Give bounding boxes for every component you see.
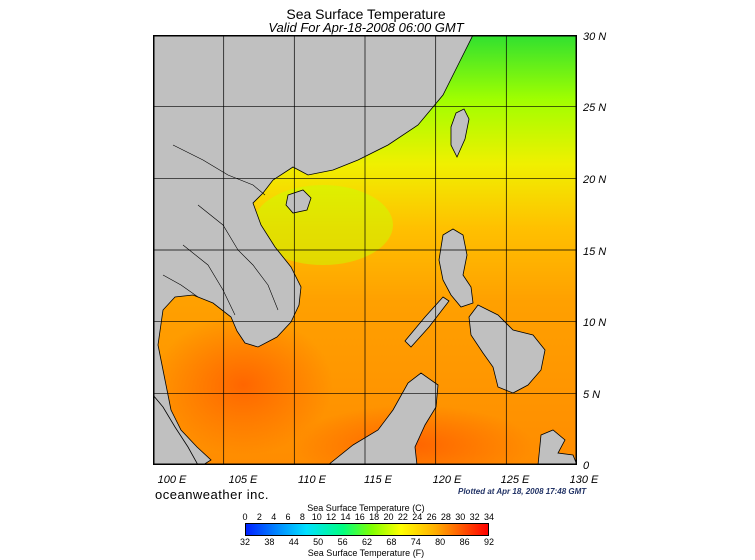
temperature-colorbar — [245, 523, 489, 536]
celsius-tick: 12 — [326, 512, 337, 522]
celsius-tick: 32 — [469, 512, 480, 522]
colorbar-title-fahrenheit: Sea Surface Temperature (F) — [307, 548, 425, 558]
lat-label-5n: 5 N — [583, 389, 601, 401]
lon-label-130e: 130 E — [569, 474, 599, 486]
fahrenheit-tick: 32 — [239, 537, 251, 547]
fahrenheit-tick: 92 — [483, 537, 495, 547]
celsius-tick: 8 — [299, 512, 305, 522]
warm-region-west — [153, 315, 333, 455]
sumatra-island — [153, 394, 199, 465]
country-borders — [162, 144, 279, 316]
celsius-tick: 16 — [354, 512, 365, 522]
sulawesi-island — [537, 429, 577, 465]
celsius-tick: 0 — [242, 512, 248, 522]
celsius-tick: 22 — [397, 512, 408, 522]
lat-label-30n: 30 N — [583, 31, 607, 43]
lon-label-125e: 125 E — [500, 474, 530, 486]
celsius-tick: 14 — [340, 512, 351, 522]
celsius-tick: 18 — [369, 512, 380, 522]
lat-label-20n: 20 N — [583, 174, 607, 186]
fahrenheit-tick: 80 — [435, 537, 446, 547]
lon-label-110e: 110 E — [298, 474, 326, 486]
plotted-timestamp: Plotted at Apr 18, 2008 17:48 GMT — [458, 487, 587, 496]
fahrenheit-tick: 86 — [459, 537, 470, 547]
lat-label-15n: 15 N — [583, 246, 607, 258]
celsius-tick: 24 — [412, 512, 423, 522]
celsius-tick: 30 — [455, 512, 466, 522]
celsius-tick: 34 — [483, 512, 495, 522]
lon-label-115e: 115 E — [364, 474, 392, 486]
sst-map — [153, 35, 577, 465]
oceanweather-logo: oceanweather inc. — [155, 487, 270, 502]
fahrenheit-tick: 68 — [386, 537, 397, 547]
fahrenheit-tick: 38 — [264, 537, 275, 547]
lon-label-100e: 100 E — [157, 474, 187, 486]
borneo-island — [327, 372, 439, 465]
celsius-tick: 6 — [285, 512, 291, 522]
celsius-tick: 20 — [383, 512, 394, 522]
lon-label-105e: 105 E — [228, 474, 258, 486]
map-title: Sea Surface Temperature — [286, 6, 446, 22]
fahrenheit-tick: 50 — [313, 537, 324, 547]
fahrenheit-tick: 62 — [361, 537, 373, 547]
visayas-mindanao — [468, 304, 546, 394]
lat-label-10n: 10 N — [583, 317, 607, 329]
map-subtitle: Valid For Apr-18-2008 06:00 GMT — [268, 20, 464, 35]
lon-label-120e: 120 E — [432, 474, 462, 486]
lat-label-25n: 25 N — [583, 102, 607, 114]
taiwan-island — [450, 108, 470, 158]
map-frame — [153, 35, 577, 465]
fahrenheit-tick: 74 — [410, 537, 421, 547]
fahrenheit-tick: 44 — [288, 537, 299, 547]
celsius-tick: 28 — [440, 512, 451, 522]
celsius-tick: 4 — [271, 512, 277, 522]
hainan-island — [285, 189, 312, 214]
colorbar-title-celsius: Sea Surface Temperature (C) — [307, 503, 425, 513]
lat-label-0: 0 — [583, 460, 590, 472]
luzon-island — [438, 228, 474, 308]
celsius-tick: 10 — [311, 512, 322, 522]
celsius-tick: 26 — [426, 512, 437, 522]
lat-lon-grid — [153, 35, 577, 465]
fahrenheit-tick: 56 — [337, 537, 348, 547]
celsius-tick: 2 — [256, 512, 262, 522]
